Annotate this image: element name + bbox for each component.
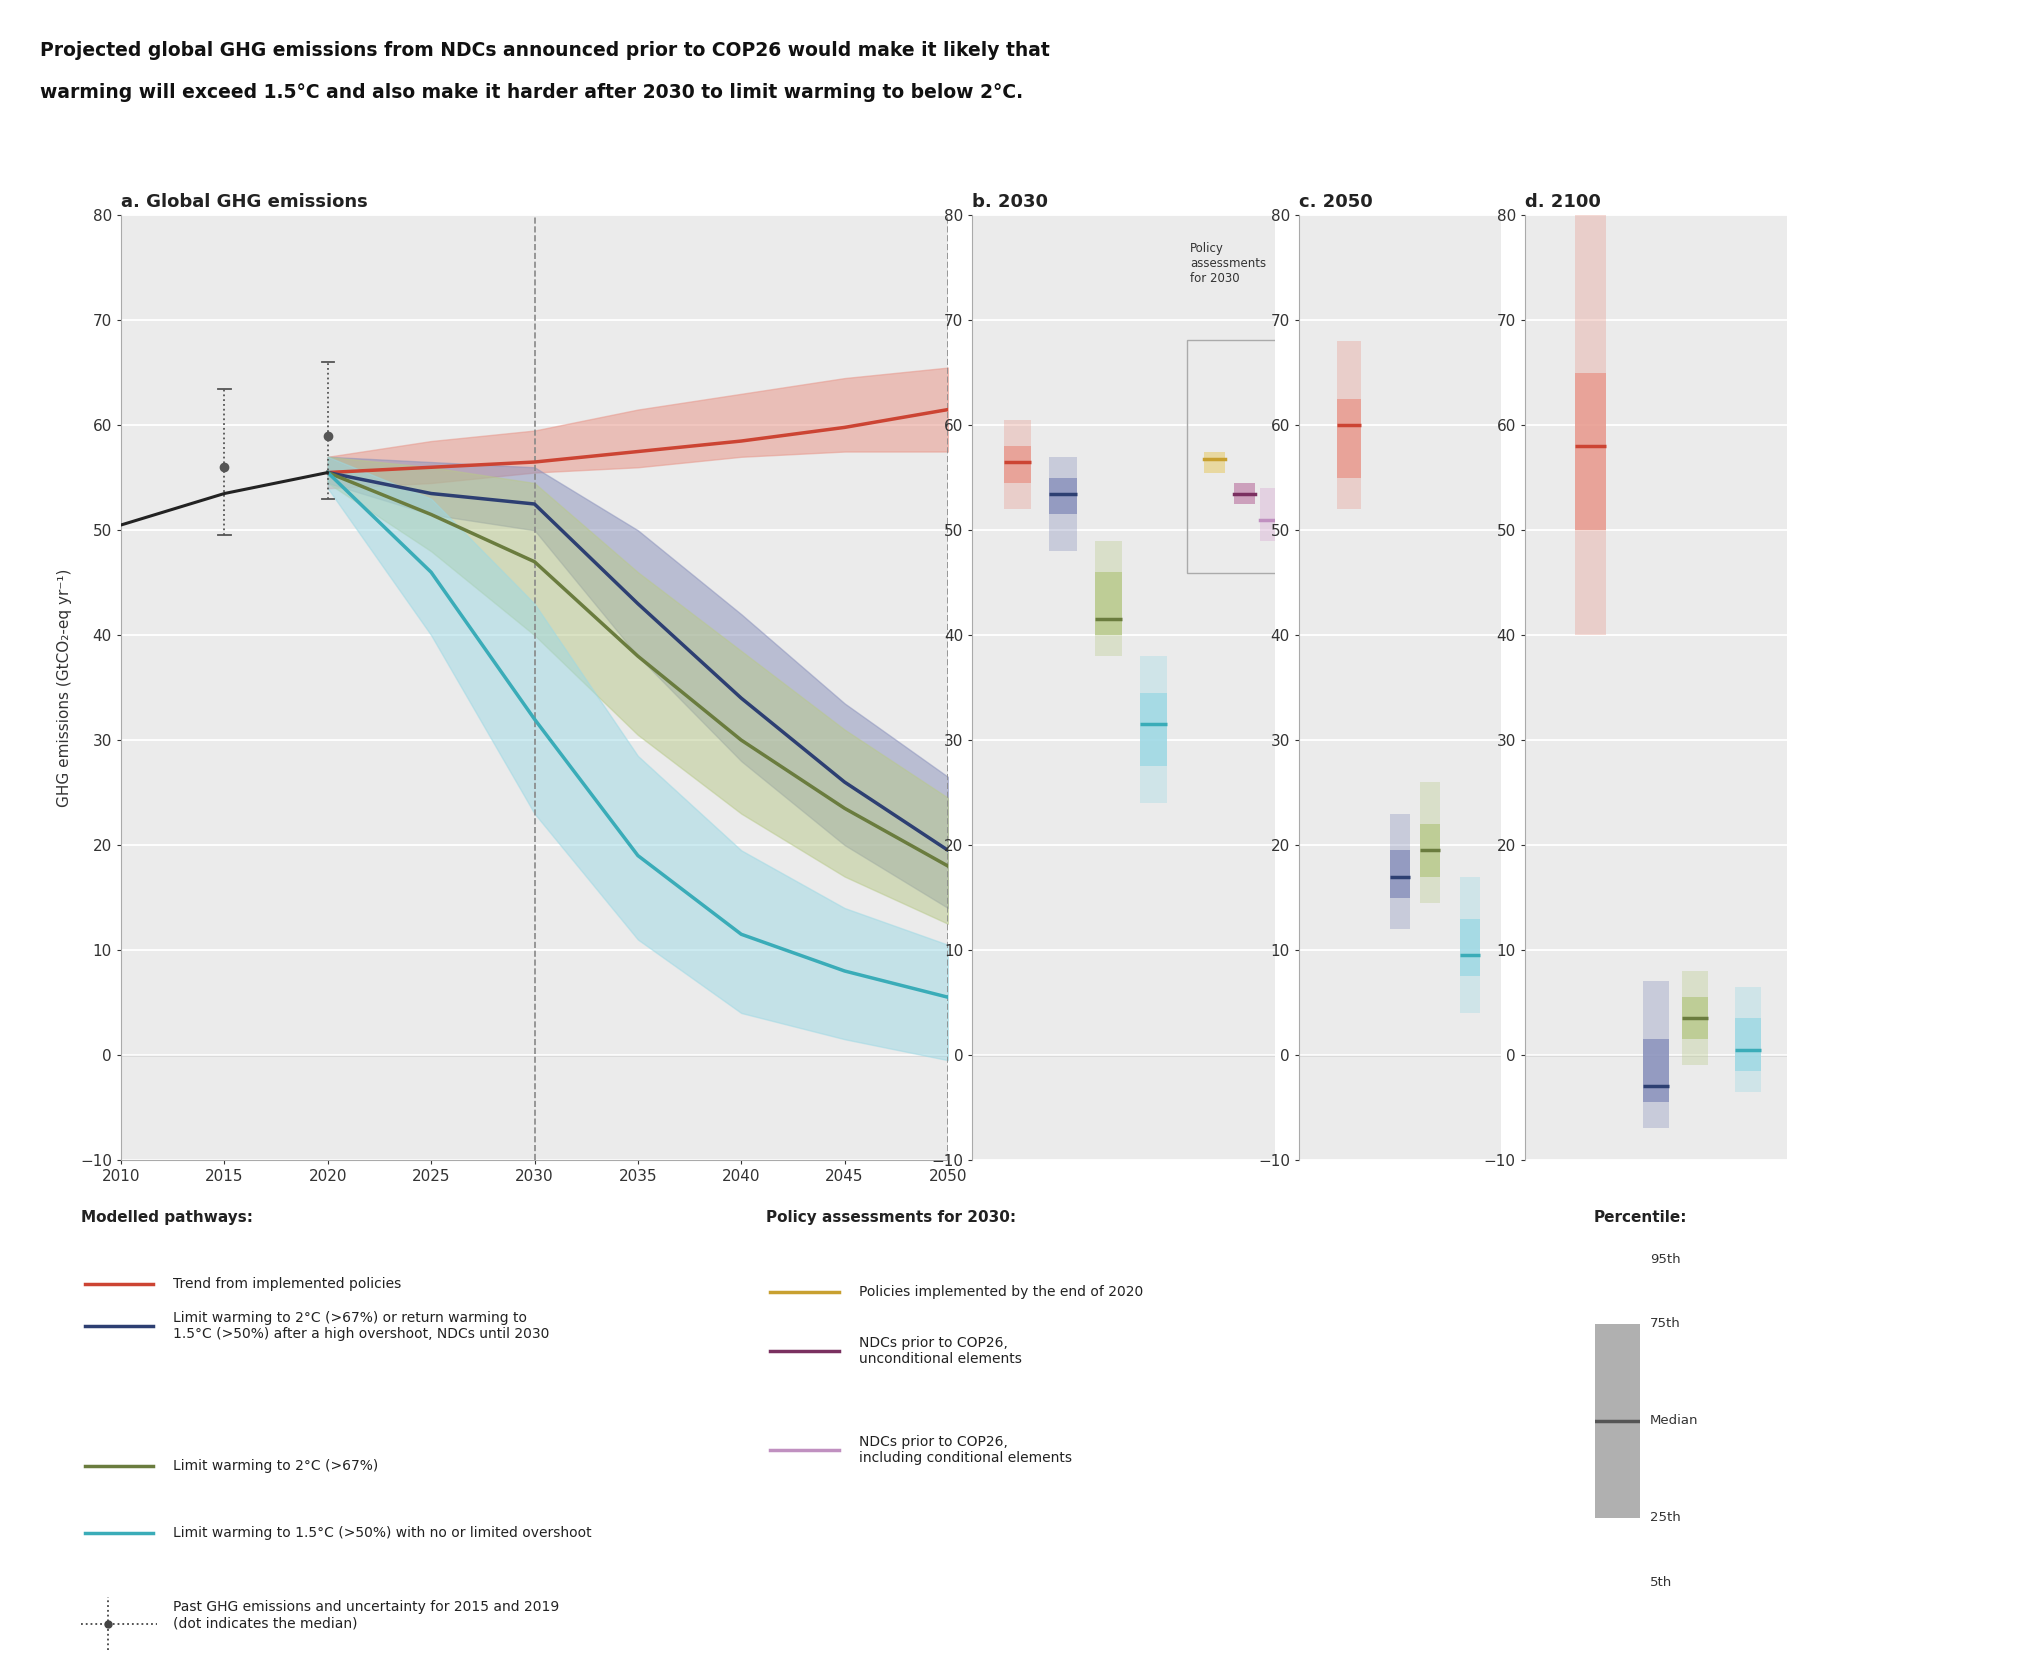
Text: Policies implemented by the end of 2020: Policies implemented by the end of 2020	[859, 1286, 1144, 1299]
Bar	[1642, 1039, 1670, 1102]
Bar	[1095, 572, 1121, 635]
Bar	[1390, 850, 1410, 898]
Text: NDCs prior to COP26,
unconditional elements: NDCs prior to COP26, unconditional eleme…	[859, 1336, 1023, 1365]
Text: 5th: 5th	[1650, 1576, 1672, 1589]
Text: d. 2100: d. 2100	[1525, 194, 1601, 210]
Bar	[1049, 477, 1077, 514]
Text: Limit warming to 2°C (>67%): Limit warming to 2°C (>67%)	[173, 1460, 379, 1473]
Bar	[1735, 988, 1761, 1092]
Text: Modelled pathways:: Modelled pathways:	[81, 1210, 252, 1225]
Bar	[1095, 540, 1121, 656]
Bar	[1575, 131, 1606, 635]
Bar	[1259, 489, 1281, 540]
Text: a. Global GHG emissions: a. Global GHG emissions	[121, 194, 367, 210]
Bar	[1595, 1324, 1640, 1518]
Bar	[1420, 824, 1440, 877]
Text: Policy
assessments
for 2030: Policy assessments for 2030	[1190, 242, 1267, 285]
Text: warming will exceed 1.5°C and also make it harder after 2030 to limit warming to: warming will exceed 1.5°C and also make …	[40, 83, 1023, 101]
Bar	[1337, 399, 1361, 477]
Bar	[1390, 814, 1410, 930]
Bar	[1234, 484, 1255, 504]
Bar	[1682, 998, 1708, 1039]
Bar	[1140, 656, 1168, 804]
Text: Past GHG emissions and uncertainty for 2015 and 2019
(dot indicates the median): Past GHG emissions and uncertainty for 2…	[173, 1601, 559, 1630]
Bar	[1682, 971, 1708, 1065]
Bar	[1420, 782, 1440, 903]
Text: Trend from implemented policies: Trend from implemented policies	[173, 1278, 401, 1291]
Text: Limit warming to 2°C (>67%) or return warming to
1.5°C (>50%) after a high overs: Limit warming to 2°C (>67%) or return wa…	[173, 1311, 551, 1341]
Bar	[1337, 341, 1361, 509]
Bar	[1460, 918, 1480, 976]
Text: b. 2030: b. 2030	[972, 194, 1049, 210]
Text: NDCs prior to COP26,
including conditional elements: NDCs prior to COP26, including condition…	[859, 1435, 1073, 1465]
Text: 95th: 95th	[1650, 1253, 1680, 1266]
Bar	[1004, 419, 1031, 509]
Text: Percentile:: Percentile:	[1593, 1210, 1686, 1225]
Y-axis label: GHG emissions (GtCO₂-eq yr⁻¹): GHG emissions (GtCO₂-eq yr⁻¹)	[56, 568, 73, 807]
Text: 75th: 75th	[1650, 1317, 1680, 1331]
Text: 25th: 25th	[1650, 1511, 1680, 1524]
Bar	[1140, 693, 1168, 766]
Bar	[1460, 877, 1480, 1012]
Text: Limit warming to 1.5°C (>50%) with no or limited overshoot: Limit warming to 1.5°C (>50%) with no or…	[173, 1526, 593, 1539]
Bar	[1735, 1017, 1761, 1070]
Bar	[1575, 373, 1606, 530]
Bar	[1004, 446, 1031, 484]
Text: Policy assessments for 2030:: Policy assessments for 2030:	[766, 1210, 1017, 1225]
Text: c. 2050: c. 2050	[1299, 194, 1374, 210]
Bar	[1204, 451, 1224, 472]
Bar	[1049, 457, 1077, 552]
Bar	[1642, 981, 1670, 1128]
Text: Projected global GHG emissions from NDCs announced prior to COP26 would make it : Projected global GHG emissions from NDCs…	[40, 41, 1051, 60]
Text: Median: Median	[1650, 1415, 1698, 1427]
